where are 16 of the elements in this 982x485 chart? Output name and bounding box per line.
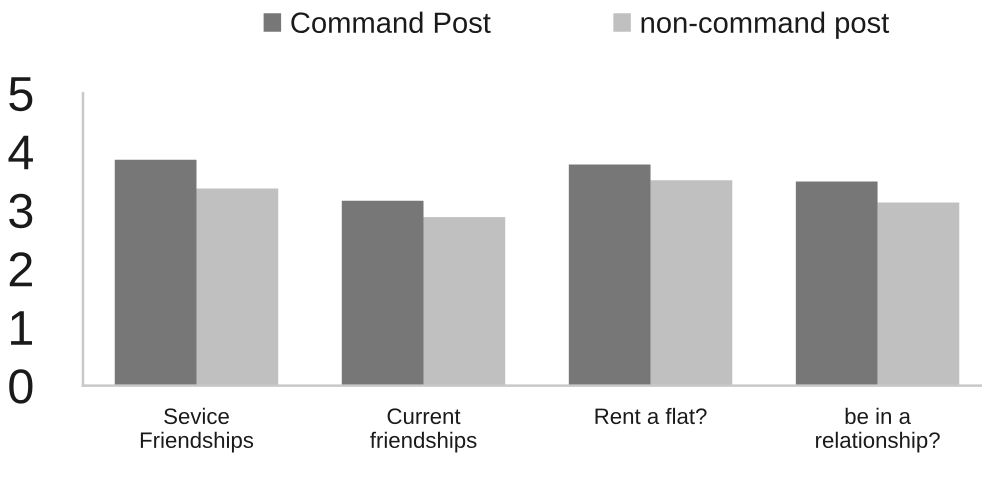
y-tick-label: 0 — [9, 369, 32, 404]
y-tick-label: 2 — [10, 252, 32, 286]
bar — [796, 181, 878, 386]
y-tick-label: 3 — [9, 194, 32, 228]
x-tick-label: be in a relationship? — [816, 408, 940, 452]
x-tick-label: Sevice Friendships — [140, 408, 254, 452]
legend-label: non-command post — [642, 12, 890, 39]
bar — [568, 164, 651, 386]
bar — [114, 160, 196, 386]
x-tick-label: Rent a flat? — [596, 408, 707, 424]
x-tick-label: Current friendships — [370, 408, 476, 452]
y-tick-label: 1 — [11, 311, 32, 345]
bar — [342, 200, 424, 386]
y-tick-label: 4 — [8, 136, 33, 170]
legend-label: Command Post — [291, 12, 491, 34]
y-tick-label: 5 — [9, 77, 32, 112]
